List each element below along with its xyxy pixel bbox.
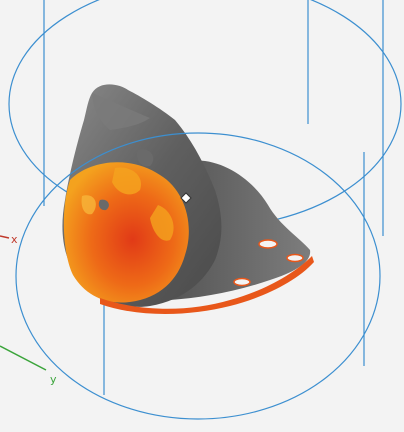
grey-island — [136, 149, 154, 167]
grey-island — [98, 199, 109, 211]
flange-hole — [258, 239, 278, 249]
diamond-marker-icon[interactable] — [180, 192, 192, 204]
y-axis-line — [0, 345, 47, 371]
mesh-model[interactable] — [62, 84, 314, 314]
x-axis-line — [0, 235, 10, 239]
heatmap-patch — [150, 205, 174, 241]
heatmap-region — [63, 162, 189, 303]
model-rim — [100, 256, 314, 314]
axis-triad — [0, 235, 47, 371]
heatmap-patch — [112, 167, 141, 195]
heatmap-patch — [81, 195, 96, 215]
flange-hole — [286, 253, 304, 263]
cylinder-bottom-ellipse — [15, 132, 381, 420]
y-axis-label: y — [50, 373, 57, 386]
model-crest — [92, 93, 150, 130]
x-axis-label: x — [11, 233, 18, 246]
flange-hole — [233, 277, 251, 287]
